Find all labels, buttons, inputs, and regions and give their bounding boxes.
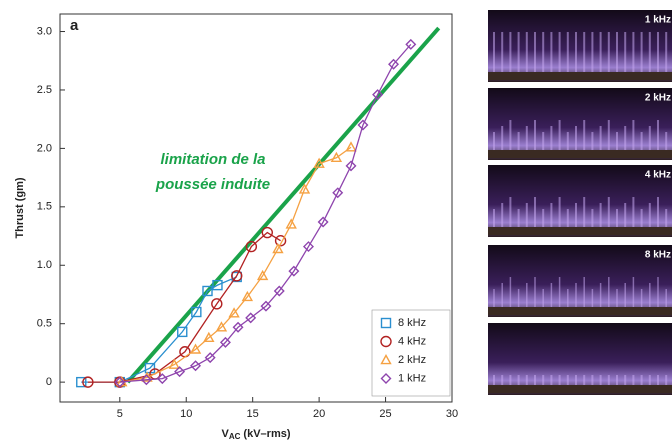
marker [245,240,258,253]
marker [330,151,343,163]
marker [261,226,273,239]
frame-label: 2 kHz [645,93,671,104]
frame-label: 4 kHz [645,170,671,181]
y-tick-label: 1.0 [37,259,52,271]
electrode [488,72,672,80]
marker [191,306,202,318]
marker [241,290,254,302]
marker [190,360,202,372]
legend-marker [380,317,392,329]
marker [388,58,400,70]
series-line [87,231,281,383]
electrode [488,150,672,158]
legend-marker [380,335,392,348]
marker [76,376,87,388]
panel-label: a [70,17,79,34]
photo-frame: 1 kHz [488,10,672,82]
marker [288,265,300,277]
y-tick-label: 2.5 [37,84,52,96]
marker [212,279,223,291]
marker [203,331,215,343]
marker [140,374,152,386]
series-line [119,43,412,383]
marker [260,300,272,312]
marker [189,343,202,354]
marker [302,241,314,253]
marker [357,119,369,131]
marker [211,298,223,310]
y-tick-label: 0.5 [37,318,52,330]
legend-label: 8 kHz [398,317,426,329]
marker [82,376,94,388]
annotation: poussée induite [155,176,270,193]
series-line [81,276,237,383]
series-line [121,146,352,383]
marker [298,183,311,194]
electrode [488,385,672,393]
marker [256,269,269,281]
photo [488,323,672,395]
marker [285,218,297,229]
x-tick-label: 15 [247,408,259,420]
y-tick-label: 3.0 [37,25,52,37]
marker [202,285,213,297]
marker [219,336,231,348]
marker [372,89,384,101]
marker [231,270,243,282]
marker [204,352,216,364]
marker [317,216,329,228]
marker [114,376,126,388]
marker [174,366,186,378]
marker [228,307,240,318]
y-tick-label: 0 [46,376,52,388]
legend-label: 1 kHz [398,372,426,384]
y-tick-label: 2.0 [37,142,52,154]
electrode [488,307,672,315]
marker [245,312,257,324]
marker [273,285,285,297]
limit-line [126,26,441,384]
legend-marker [380,354,392,365]
marker [156,373,168,385]
x-axis-label: VAC (kV–rms) [221,428,290,441]
legend-marker [380,373,392,384]
legend-label: 4 kHz [398,335,426,347]
x-tick-label: 10 [180,408,192,420]
x-tick-label: 20 [313,408,325,420]
marker [332,187,344,199]
frame-label: 8 kHz [645,250,671,261]
x-tick-label: 25 [379,408,391,420]
plot-frame [59,13,453,403]
marker [345,160,357,172]
photo-frame: 4 kHz [488,165,672,237]
marker [168,358,180,369]
y-axis-label: Thrust (gm) [14,177,26,238]
marker [215,321,228,332]
electrode [488,227,672,235]
marker [405,38,417,50]
marker [232,321,244,333]
marker [274,235,287,247]
photo-frame [488,323,672,395]
x-tick-label: 5 [117,408,123,420]
legend-label: 2 kHz [398,354,426,366]
marker [272,242,284,254]
photo-frame: 8 kHz [488,245,672,317]
marker [345,141,357,152]
x-tick-label: 30 [446,408,458,420]
marker [313,157,325,168]
marker [177,326,188,338]
y-tick-label: 1.5 [37,201,52,213]
photo-frame: 2 kHz [488,88,672,160]
frame-label: 1 kHz [645,15,671,26]
annotation: limitation de la [160,151,265,168]
